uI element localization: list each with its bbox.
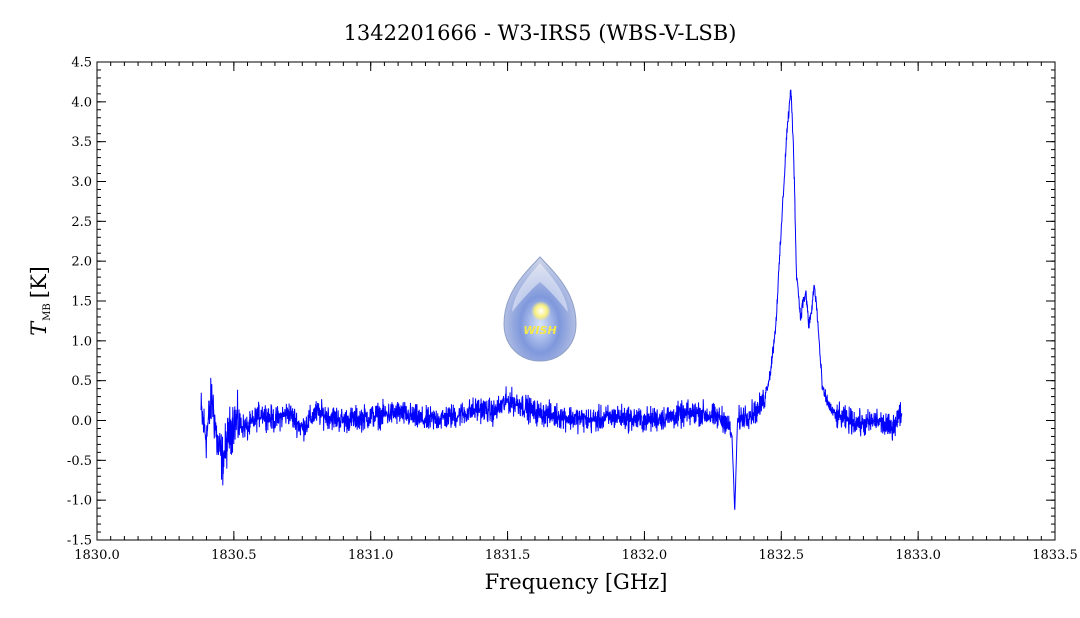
x-tick-label: 1832.0 <box>622 548 668 563</box>
chart-title: 1342201666 - W3-IRS5 (WBS-V-LSB) <box>344 21 737 45</box>
x-tick-label: 1831.5 <box>485 548 531 563</box>
y-tick-label: 2.0 <box>71 255 92 270</box>
x-axis: 1830.0 1830.5 1831.0 1831.5 1832.0 1832.5 1833… <box>74 62 1078 563</box>
star-icon <box>531 301 551 321</box>
y-tick-label: 3.5 <box>71 135 92 150</box>
y-tick-label: 2.5 <box>71 215 92 230</box>
y-tick-label: 1.0 <box>71 334 92 349</box>
y-tick-label: -0.5 <box>67 454 92 469</box>
y-tick-label: 1.5 <box>71 295 92 310</box>
wish-logo: WISH <box>503 256 577 362</box>
x-tick-label: 1833.0 <box>895 548 941 563</box>
y-tick-label: -1.5 <box>67 534 92 549</box>
x-tick-label: 1832.5 <box>759 548 805 563</box>
data-layer <box>200 89 903 510</box>
y-tick-label: 0.0 <box>71 414 92 429</box>
y-tick-label: 3.0 <box>71 175 92 190</box>
plot-frame <box>96 61 1056 541</box>
x-tick-label: 1830.0 <box>74 548 120 563</box>
x-tick-label: 1831.0 <box>348 548 394 563</box>
y-tick-label: 0.5 <box>71 374 92 389</box>
x-axis-label: Frequency [GHz] <box>485 570 668 594</box>
series-line-0 <box>200 89 903 510</box>
y-axis-label: TMB[K] <box>27 266 53 336</box>
x-tick-label: 1833.5 <box>1032 548 1078 563</box>
y-tick-label: 4.0 <box>71 95 92 110</box>
y-tick-label: -1.0 <box>67 494 92 509</box>
y-axis: -1.5 -1.0 -0.5 0.0 0.5 1.0 1.5 2.0 2.5 3.0 3.5 4.0 4… <box>67 56 1055 549</box>
x-tick-label: 1830.5 <box>211 548 257 563</box>
watermark-text: WISH <box>523 324 556 337</box>
y-tick-label: 4.5 <box>71 56 92 71</box>
